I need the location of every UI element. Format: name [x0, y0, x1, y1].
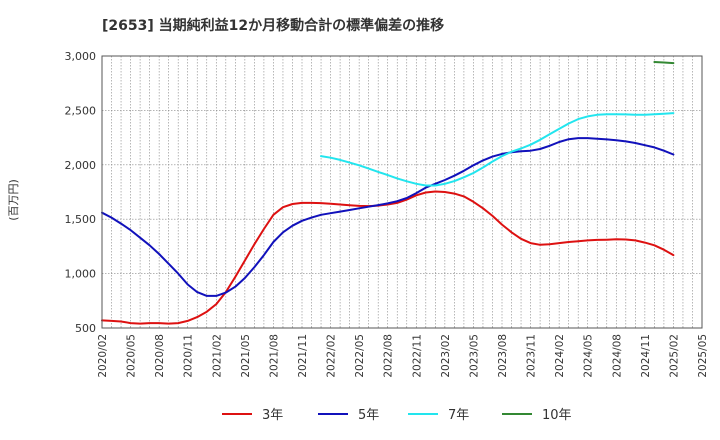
legend-label: 5年: [358, 408, 379, 423]
legend: 3年 5年 7年 10年: [222, 408, 572, 423]
chart-title: [2653] 当期純利益12か月移動合計の標準偏差の推移: [102, 17, 444, 34]
grid-lines: [101, 55, 703, 329]
legend-label: 3年: [262, 408, 283, 423]
plot-frame: [101, 55, 703, 329]
x-tick-label: 2021/08: [268, 334, 280, 378]
x-tick-label: 2025/05: [697, 334, 709, 378]
y-axis-label: (百万円): [7, 179, 20, 221]
x-axis: 2020/02 2020/05 2020/08 2020/11 2021/02 2021/…: [97, 334, 709, 378]
legend-label: 7年: [448, 408, 469, 423]
series-line-1: [101, 190, 675, 325]
series-line-2: [101, 137, 675, 297]
y-tick-label: 1,500: [65, 213, 97, 226]
x-tick-label: 2024/02: [554, 334, 566, 378]
series-line-3: [320, 112, 675, 187]
x-tick-label: 2021/02: [211, 334, 223, 378]
x-tick-label: 2020/11: [183, 334, 195, 378]
x-tick-label: 2023/11: [526, 334, 538, 378]
x-tick-label: 2022/02: [326, 334, 338, 378]
x-tick-label: 2024/05: [583, 334, 595, 378]
y-tick-label: 2,500: [65, 104, 97, 117]
series-line-4: [653, 61, 675, 65]
plot-background: [102, 56, 702, 328]
x-tick-label: 2020/08: [154, 334, 166, 378]
x-tick-label: 2023/02: [440, 334, 452, 378]
x-tick-label: 2022/08: [383, 334, 395, 378]
x-tick-label: 2025/02: [668, 334, 680, 378]
plot-border: [101, 55, 703, 329]
x-tick-label: 2022/05: [354, 334, 366, 378]
y-axis: 500 1,000 1,500 2,000 2,500 3,000: [65, 50, 97, 335]
x-tick-label: 2021/11: [297, 334, 309, 378]
y-tick-label: 2,000: [65, 159, 97, 172]
x-tick-label: 2020/02: [97, 334, 109, 378]
x-tick-label: 2023/05: [468, 334, 480, 378]
y-tick-label: 500: [75, 322, 96, 335]
x-tick-label: 2020/05: [126, 334, 138, 378]
y-tick-label: 1,000: [65, 268, 97, 281]
y-tick-label: 3,000: [65, 50, 97, 63]
x-tick-label: 2021/05: [240, 334, 252, 378]
x-tick-label: 2022/11: [411, 334, 423, 378]
legend-label: 10年: [542, 408, 572, 423]
x-tick-label: 2023/08: [497, 334, 509, 378]
x-tick-label: 2024/11: [640, 334, 652, 378]
x-tick-label: 2024/08: [611, 334, 623, 378]
series-layer: [101, 61, 675, 325]
plot-area: [102, 56, 702, 328]
